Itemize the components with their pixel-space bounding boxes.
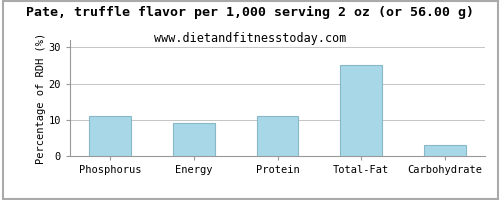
Bar: [89, 116, 131, 156]
Text: Pate, truffle flavor per 1,000 serving 2 oz (or 56.00 g): Pate, truffle flavor per 1,000 serving 2…: [26, 6, 474, 19]
Bar: [340, 65, 382, 156]
Bar: [172, 123, 214, 156]
Bar: [424, 145, 466, 156]
Y-axis label: Percentage of RDH (%): Percentage of RDH (%): [36, 32, 46, 164]
Text: www.dietandfitnesstoday.com: www.dietandfitnesstoday.com: [154, 32, 346, 45]
Bar: [256, 116, 298, 156]
